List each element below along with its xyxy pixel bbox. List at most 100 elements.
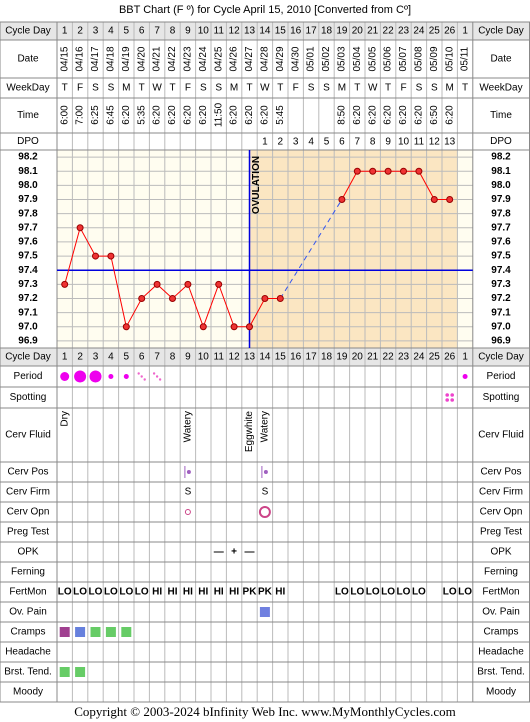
y-tick-label: 97.9 [18, 194, 38, 205]
dpo: 3 [293, 137, 299, 148]
date: 04/20 [136, 46, 147, 71]
time: 6:20 [167, 105, 178, 125]
date: 05/05 [367, 46, 378, 71]
weekday: W [368, 83, 378, 94]
cycle-day: 14 [259, 352, 271, 363]
y-tick-label: 98.0 [18, 180, 38, 191]
cycle-day: 26 [444, 352, 456, 363]
cycle-day: 1 [462, 352, 468, 363]
date: 05/10 [444, 46, 455, 71]
weekday: T [277, 83, 283, 94]
time: 6:20 [121, 105, 132, 125]
cramps-mark [75, 627, 86, 637]
row-label: Headache [5, 647, 51, 658]
cycle-day: 12 [229, 26, 241, 37]
time: 6:20 [444, 105, 455, 125]
cycle-day: 13 [244, 352, 256, 363]
cycle-day: 19 [336, 352, 348, 363]
temp-point [276, 295, 284, 302]
weekday: S [323, 83, 330, 94]
fertmon: LO [58, 587, 72, 598]
temp-point [384, 167, 392, 175]
cycle-day: 13 [244, 26, 256, 37]
cycle-day: 18 [321, 352, 333, 363]
cramps-mark [90, 627, 101, 637]
cycle-day: 18 [321, 26, 333, 37]
temp-point [61, 280, 69, 288]
weekday: T [246, 83, 252, 94]
cerv-pos-dot [186, 470, 191, 474]
cycle-day: 1 [62, 26, 68, 37]
row-label-right: Period [487, 371, 516, 382]
dpo: 4 [308, 137, 314, 148]
fertmon: LO [366, 587, 380, 598]
cycle-day: 3 [93, 352, 99, 363]
cerv-fluid: Watery [183, 411, 194, 442]
cycle-day: 19 [336, 26, 348, 37]
breast-mark [75, 667, 86, 677]
time: 6:20 [198, 105, 209, 125]
row-label: Cramps [10, 627, 45, 638]
row-label-right: Cerv Firm [479, 487, 523, 498]
cerv-fluid: Watery [260, 411, 271, 442]
row-label: Date [17, 54, 39, 65]
chart-title: BBT Chart (F º) for Cycle April 15, 2010… [119, 4, 411, 16]
cycle-day: 24 [413, 352, 425, 363]
temp-point [184, 280, 192, 288]
weekday: W [152, 83, 162, 94]
date: 04/16 [75, 46, 86, 71]
date: 04/21 [152, 46, 163, 71]
row-label: Period [14, 371, 43, 382]
row-label: OPK [17, 547, 38, 558]
weekday: T [462, 83, 468, 94]
row-label-right: Ferning [484, 567, 518, 578]
row-label-right: Cerv Fluid [478, 430, 524, 441]
cycle-day: 9 [185, 352, 191, 363]
row-label: Moody [13, 687, 43, 698]
cycle-day: 23 [398, 26, 410, 37]
temp-point [261, 295, 269, 302]
y-tick-label: 97.8 [18, 208, 38, 219]
temp-point [230, 323, 238, 331]
weekday: M [338, 83, 346, 94]
time: 6:20 [367, 105, 378, 125]
fertmon: LO [104, 587, 118, 598]
spotting-dot [450, 398, 455, 402]
cycle-day: 20 [352, 26, 364, 37]
row-label-right: Preg Test [480, 527, 522, 538]
y-tick-label: 97.1 [18, 307, 38, 318]
fertmon: HI [275, 587, 285, 598]
cerv-firm: S [262, 487, 269, 498]
temp-point [369, 167, 377, 175]
row-label-right: DPO [490, 136, 512, 147]
date: 04/26 [229, 46, 240, 71]
period-dot [462, 374, 468, 379]
temp-point [199, 323, 207, 331]
row-label: Cerv Opn [7, 507, 50, 518]
cycle-day: 5 [124, 352, 130, 363]
time: 6:00 [59, 105, 70, 125]
date: 05/04 [352, 46, 363, 71]
dpo: 11 [414, 137, 425, 148]
temp-point [400, 167, 407, 175]
weekday: T [354, 83, 360, 94]
row-label: Ferning [11, 567, 45, 578]
weekday: S [416, 83, 423, 94]
row-bg [0, 348, 530, 366]
cycle-day: 10 [198, 26, 210, 37]
y-tick-label: 97.3 [18, 279, 38, 290]
cycle-day: 4 [108, 26, 114, 37]
weekday: S [431, 83, 438, 94]
cycle-day: 15 [275, 352, 287, 363]
spotting-dot [445, 398, 450, 402]
row-label: Cycle Day [5, 26, 51, 37]
fertmon: HI [168, 587, 178, 598]
cycle-day: 7 [154, 352, 160, 363]
row-label: Brst. Tend. [4, 667, 52, 678]
date: 05/09 [429, 46, 440, 71]
date: 05/06 [383, 46, 394, 71]
date: 04/30 [290, 46, 301, 71]
ovulation-label: OVULATION [251, 156, 262, 214]
time: 5:35 [136, 105, 147, 125]
